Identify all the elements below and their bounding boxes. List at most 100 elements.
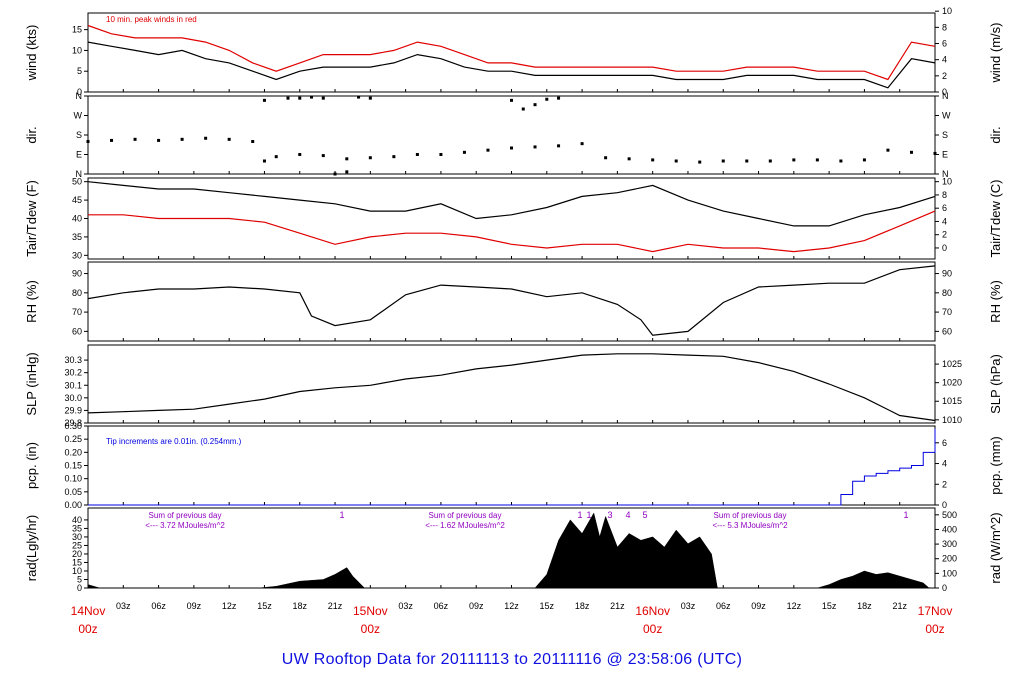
- ytick-label-left-wind: 15: [72, 25, 82, 35]
- xtick-label: 18z: [857, 601, 872, 611]
- point-dir-direction: [604, 156, 608, 160]
- day-time-label: 00z: [925, 622, 944, 636]
- rad-note-line2: <--- 1.62 MJoules/m^2: [425, 521, 505, 530]
- ytick-label-left-pcp: 0.00: [64, 500, 82, 510]
- xtick-label: 06z: [434, 601, 449, 611]
- ytick-label-left-dir: W: [74, 111, 83, 121]
- ytick-label-right-dir: E: [942, 150, 948, 160]
- xtick-label: 09z: [469, 601, 484, 611]
- point-dir-direction: [886, 148, 890, 152]
- day-label: 15Nov: [353, 604, 388, 618]
- xtick-label: 21z: [892, 601, 907, 611]
- point-dir-direction-north: [557, 96, 561, 100]
- ylabel-left-slp: SLP (inHg): [24, 352, 39, 415]
- rad-marker: 1: [903, 510, 908, 520]
- chart-title: UW Rooftop Data for 20111113 to 20111116…: [281, 651, 743, 668]
- xtick-label: 21z: [328, 601, 343, 611]
- ytick-label-right-wind: 6: [942, 39, 947, 49]
- line-temp-Tdew: [88, 210, 936, 253]
- rad-marker: 1: [577, 510, 582, 520]
- wind-note: 10 min. peak winds in red: [106, 15, 197, 24]
- ytick-label-right-rh: 80: [942, 288, 952, 298]
- ytick-label-right-rad: 200: [942, 554, 957, 564]
- point-dir-direction: [510, 146, 513, 150]
- point-dir-direction: [298, 153, 302, 156]
- ylabel-right-pcp: pcp. (mm): [988, 436, 1003, 495]
- ytick-label-right-temp: 6: [942, 203, 947, 213]
- ytick-label-left-dir: N: [76, 169, 83, 179]
- rad-marker: 1: [586, 510, 591, 520]
- point-dir-direction-north: [298, 96, 302, 100]
- line-slp-SLP: [87, 353, 936, 422]
- point-dir-direction: [133, 137, 137, 141]
- rad-note-line2: <--- 5.3 MJoules/m^2: [712, 521, 788, 530]
- xtick-label: 03z: [398, 601, 413, 611]
- ytick-label-left-slp: 29.8: [64, 418, 82, 428]
- day-time-label: 00z: [78, 622, 97, 636]
- point-dir-direction: [745, 159, 749, 163]
- point-dir-direction: [721, 159, 725, 163]
- point-dir-direction-north: [310, 95, 314, 99]
- point-dir-direction: [321, 154, 325, 158]
- ytick-label-left-wind: 10: [72, 45, 82, 55]
- ytick-label-right-dir: N: [942, 91, 949, 101]
- pcp-note: Tip increments are 0.01in. (0.254mm.): [106, 437, 242, 446]
- ytick-label-right-slp: 1025: [942, 359, 962, 369]
- ytick-label-right-rad: 500: [942, 510, 957, 520]
- point-dir-direction-north: [345, 170, 349, 174]
- day-label: 17Nov: [918, 604, 953, 618]
- rad-note-line1: Sum of previous day: [149, 511, 222, 520]
- point-dir-direction: [86, 140, 90, 143]
- point-dir-direction: [557, 144, 561, 148]
- day-label: 16Nov: [635, 604, 670, 618]
- point-dir-direction-north: [357, 95, 361, 99]
- ytick-label-right-temp: 2: [942, 230, 947, 240]
- ytick-label-right-pcp: 4: [942, 459, 947, 469]
- point-dir-direction: [768, 159, 772, 163]
- day-label: 14Nov: [71, 604, 106, 618]
- panel-frame-wind: [87, 12, 936, 93]
- ytick-label-left-pcp: 0.15: [64, 461, 82, 471]
- ytick-label-right-dir: S: [942, 130, 948, 140]
- ylabel-right-temp: Tair/Tdew (C): [988, 179, 1003, 257]
- point-dir-direction: [651, 158, 655, 162]
- ytick-label-left-slp: 30.3: [64, 355, 82, 365]
- point-dir-direction: [698, 160, 702, 164]
- ytick-label-left-rad: 20: [72, 549, 82, 559]
- point-dir-direction: [462, 150, 466, 154]
- point-dir-direction: [368, 156, 372, 160]
- ytick-label-left-temp: 45: [72, 195, 82, 205]
- point-dir-direction: [486, 148, 490, 152]
- xtick-label: 15z: [822, 601, 837, 611]
- ylabel-right-dir: dir.: [988, 126, 1003, 143]
- ytick-label-left-rad: 15: [72, 557, 82, 567]
- xtick-label: 03z: [116, 601, 131, 611]
- panel-frame-rh: [87, 261, 936, 342]
- ytick-label-left-temp: 35: [72, 232, 82, 242]
- rad-note-line1: Sum of previous day: [429, 511, 502, 520]
- ytick-label-left-temp: 30: [72, 250, 82, 260]
- point-dir-direction: [627, 157, 631, 161]
- ytick-label-right-wind: 10: [942, 6, 952, 16]
- point-dir-direction-north: [510, 98, 513, 102]
- point-dir-direction-north: [533, 103, 537, 107]
- line-rh-RH: [87, 265, 936, 336]
- point-dir-direction: [251, 140, 255, 143]
- ytick-label-left-temp: 50: [72, 177, 82, 187]
- ytick-label-right-rad: 400: [942, 524, 957, 534]
- point-dir-direction-north: [333, 172, 337, 176]
- ytick-label-left-rad: 10: [72, 566, 82, 576]
- xtick-label: 09z: [751, 601, 766, 611]
- ytick-label-left-rad: 25: [72, 540, 82, 550]
- ytick-label-right-wind: 8: [942, 22, 947, 32]
- line-wind-peak: [87, 24, 936, 81]
- xtick-label: 21z: [610, 601, 625, 611]
- xtick-label: 18z: [292, 601, 307, 611]
- ylabel-left-temp: Tair/Tdew (F): [24, 180, 39, 257]
- point-dir-direction-north: [286, 96, 290, 100]
- ytick-label-right-pcp: 6: [942, 438, 947, 448]
- ytick-label-right-wind: 4: [942, 55, 947, 65]
- point-dir-direction: [792, 158, 796, 162]
- xtick-label: 06z: [716, 601, 731, 611]
- point-dir-direction: [839, 159, 843, 163]
